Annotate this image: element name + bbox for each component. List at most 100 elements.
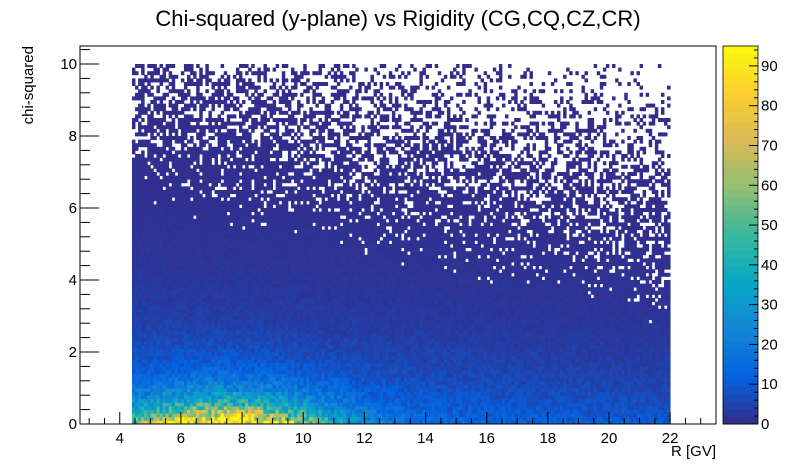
heatmap-cell	[138, 337, 142, 342]
heatmap-cell	[272, 287, 277, 292]
heatmap-cell	[180, 197, 185, 202]
heatmap-cell	[300, 208, 304, 212]
heatmap-cell	[153, 236, 157, 241]
heatmap-cell	[266, 233, 270, 238]
heatmap-cell	[254, 280, 258, 284]
heatmap-cell	[287, 305, 292, 310]
heatmap-cell	[281, 82, 286, 86]
heatmap-cell	[297, 413, 301, 418]
heatmap-cell	[275, 236, 280, 241]
heatmap-cell	[281, 280, 286, 284]
heatmap-cell	[263, 287, 267, 292]
heatmap-cell	[266, 283, 270, 288]
heatmap-cell	[156, 218, 160, 223]
heatmap-cell	[287, 323, 292, 328]
heatmap-cell	[144, 251, 148, 256]
heatmap-cell	[199, 197, 203, 202]
heatmap-cell	[257, 280, 261, 284]
heatmap-cell	[287, 395, 292, 400]
heatmap-cell	[162, 150, 167, 155]
heatmap-cell	[144, 85, 148, 90]
heatmap-cell	[248, 370, 252, 374]
heatmap-cell	[300, 355, 304, 360]
heatmap-cell	[217, 352, 222, 356]
heatmap-cell	[193, 420, 197, 425]
heatmap-cell	[174, 305, 179, 310]
heatmap-cell	[297, 179, 301, 184]
heatmap-cell	[275, 78, 280, 83]
heatmap-cell	[223, 236, 228, 241]
heatmap-cell	[208, 308, 212, 313]
heatmap-cell	[153, 416, 157, 421]
heatmap-cell	[174, 352, 179, 356]
heatmap-cell	[254, 197, 258, 202]
heatmap-cell	[141, 348, 145, 353]
heatmap-cell	[278, 229, 283, 234]
heatmap-cell	[229, 298, 234, 302]
heatmap-cell	[171, 276, 176, 281]
heatmap-cell	[229, 200, 234, 205]
heatmap-cell	[135, 146, 139, 151]
heatmap-cell	[226, 161, 231, 166]
heatmap-cell	[208, 366, 212, 371]
heatmap-cell	[226, 251, 231, 256]
heatmap-cell	[131, 190, 136, 194]
heatmap-cell	[162, 136, 167, 140]
heatmap-cell	[211, 326, 215, 331]
heatmap-cell	[193, 269, 197, 274]
heatmap-cell	[290, 276, 295, 281]
heatmap-cell	[159, 154, 163, 158]
heatmap-cell	[229, 139, 234, 144]
heatmap-cell	[162, 161, 167, 166]
heatmap-cell	[208, 420, 212, 425]
heatmap-cell	[269, 229, 274, 234]
heatmap-cell	[153, 172, 157, 176]
heatmap-cell	[266, 103, 270, 108]
heatmap-cell	[229, 150, 234, 155]
heatmap-cell	[220, 413, 225, 418]
heatmap-cell	[187, 359, 191, 364]
heatmap-cell	[190, 265, 194, 270]
heatmap-cell	[135, 301, 139, 306]
heatmap-cell	[174, 179, 179, 184]
heatmap-cell	[168, 308, 173, 313]
heatmap-cell	[211, 92, 215, 97]
heatmap-cell	[278, 416, 283, 421]
heatmap-cell	[272, 67, 277, 72]
heatmap-cell	[150, 128, 154, 133]
heatmap-cell	[131, 359, 136, 364]
heatmap-cell	[187, 64, 191, 68]
heatmap-cell	[159, 193, 163, 198]
heatmap-cell	[251, 240, 255, 245]
heatmap-cell	[147, 254, 151, 259]
heatmap-cell	[284, 326, 289, 331]
heatmap-cell	[199, 344, 203, 349]
heatmap-cell	[232, 128, 237, 133]
heatmap-cell	[196, 258, 200, 263]
heatmap-cell	[141, 157, 145, 162]
heatmap-cell	[177, 294, 182, 299]
heatmap-cell	[193, 103, 197, 108]
heatmap-cell	[257, 276, 261, 281]
heatmap-cell	[303, 190, 307, 194]
heatmap-cell	[193, 179, 197, 184]
heatmap-cell	[254, 96, 258, 101]
heatmap-cell	[242, 193, 246, 198]
heatmap-cell	[150, 272, 154, 277]
heatmap-cell	[199, 326, 203, 331]
heatmap-cell	[174, 100, 179, 104]
heatmap-cell	[174, 272, 179, 277]
heatmap-cell	[294, 373, 298, 378]
heatmap-cell	[171, 283, 176, 288]
heatmap-cell	[138, 175, 142, 180]
heatmap-cell	[290, 344, 295, 349]
heatmap-cell	[294, 362, 298, 367]
heatmap-cell	[281, 186, 286, 191]
heatmap-cell	[290, 222, 295, 227]
heatmap-cell	[171, 103, 176, 108]
heatmap-cell	[156, 341, 160, 346]
heatmap-cell	[144, 254, 148, 259]
heatmap-cell	[269, 240, 274, 245]
heatmap-cell	[187, 107, 191, 112]
heatmap-cell	[141, 388, 145, 392]
